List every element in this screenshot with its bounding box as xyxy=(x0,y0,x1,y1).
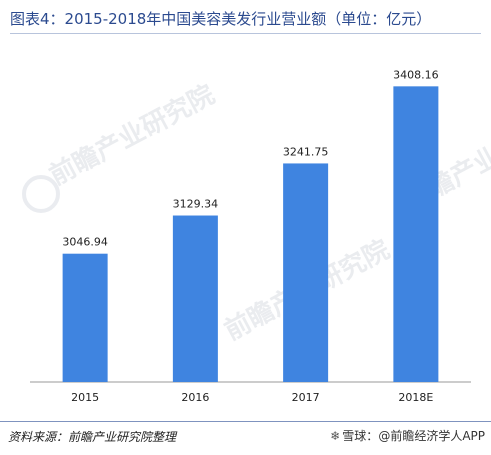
credit-snowball: 雪球： xyxy=(342,429,379,443)
title-divider xyxy=(10,33,481,34)
data-label: 3408.16 xyxy=(393,68,439,81)
bar-2015 xyxy=(62,253,108,382)
credit: ❄ 雪球：@前瞻经济学人APP xyxy=(330,427,485,444)
snowball-icon: ❄ xyxy=(330,429,341,443)
data-label: 3129.34 xyxy=(173,198,219,211)
source-note: 资料来源：前瞻产业研究院整理 xyxy=(8,430,177,444)
chart-title: 图表4：2015-2018年中国美容美发行业营业额（单位：亿元） xyxy=(10,10,432,28)
bar-2016 xyxy=(172,215,218,382)
data-label: 3046.94 xyxy=(62,236,108,249)
data-label: 3241.75 xyxy=(283,145,329,158)
x-tick-label: 2018E xyxy=(398,391,433,404)
bar-2017 xyxy=(283,163,329,382)
bar-2018E xyxy=(393,86,439,383)
x-tick-label: 2017 xyxy=(292,391,320,404)
x-tick-label: 2015 xyxy=(71,391,99,404)
credit-author: @前瞻经济学人APP xyxy=(378,429,485,443)
footer-divider xyxy=(0,421,491,422)
bar-chart: 3046.94 2015 3129.34 2016 3241.75 2017 3408.16… xyxy=(30,68,471,404)
x-tick-label: 2016 xyxy=(181,391,209,404)
